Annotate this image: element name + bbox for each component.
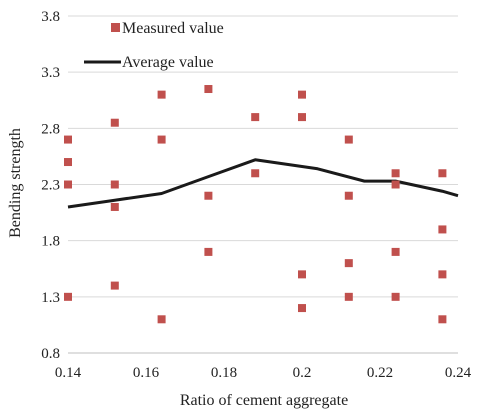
point-layer xyxy=(64,85,447,324)
measured-value-point xyxy=(344,259,353,268)
measured-value-point xyxy=(438,225,447,234)
x-tick-label: 0.18 xyxy=(211,365,237,381)
measured-value-point xyxy=(110,202,119,211)
measured-value-point xyxy=(157,90,166,99)
average-value-line xyxy=(67,158,459,209)
measured-value-point xyxy=(298,90,306,99)
measured-value-point xyxy=(64,158,72,167)
tick-layer: 0.8 1.3 1.8 2.3 2.8 3.3 3.8 0.14 0.16 0.18 0.2 0.22… xyxy=(41,9,471,381)
y-axis-title: Bending strength xyxy=(7,128,24,238)
x-tick-label: 0.14 xyxy=(55,365,82,381)
measured-value-point xyxy=(391,180,400,189)
measured-value-point xyxy=(298,113,306,122)
measured-value-point xyxy=(251,113,260,122)
y-tick-label: 1.8 xyxy=(41,234,60,250)
measured-value-point xyxy=(438,270,447,279)
measured-value-point xyxy=(64,180,72,189)
measured-value-point xyxy=(344,292,353,301)
measured-value-point xyxy=(344,191,353,200)
measured-value-point xyxy=(298,304,306,313)
measured-value-point xyxy=(391,247,400,256)
measured-value-point xyxy=(204,191,213,200)
measured-value-point xyxy=(204,85,213,94)
y-tick-label: 0.8 xyxy=(41,346,60,362)
measured-value-point xyxy=(157,135,166,144)
y-tick-label: 2.8 xyxy=(41,121,60,137)
y-tick-label: 3.8 xyxy=(41,9,60,25)
x-tick-label: 0.22 xyxy=(367,365,393,381)
measured-value-point xyxy=(204,247,213,256)
x-axis-title: Ratio of cement aggregate xyxy=(180,392,348,409)
measured-value-point xyxy=(391,169,400,178)
y-tick-label: 3.3 xyxy=(41,65,60,81)
x-tick-label: 0.24 xyxy=(445,365,472,381)
x-tick-label: 0.2 xyxy=(293,365,312,381)
legend-label-average: Average value xyxy=(122,54,214,71)
legend: Measured value Average value xyxy=(84,20,224,71)
legend-label-measured: Measured value xyxy=(122,20,224,37)
legend-marker-measured xyxy=(111,23,120,32)
measured-value-point xyxy=(110,118,119,127)
measured-value-point xyxy=(110,281,119,290)
measured-value-point xyxy=(344,135,353,144)
y-tick-label: 2.3 xyxy=(41,178,60,194)
x-tick-label: 0.16 xyxy=(133,365,160,381)
y-tick-label: 1.3 xyxy=(41,290,60,306)
measured-value-point xyxy=(298,270,306,279)
measured-value-point xyxy=(438,169,447,178)
grid-layer xyxy=(68,15,458,354)
measured-value-point xyxy=(251,169,260,178)
measured-value-point xyxy=(64,135,72,144)
measured-value-point xyxy=(438,315,447,324)
measured-value-point xyxy=(110,180,119,189)
line-layer xyxy=(67,158,459,209)
measured-value-point xyxy=(64,292,72,301)
measured-value-point xyxy=(157,315,166,324)
measured-value-point xyxy=(391,292,400,301)
